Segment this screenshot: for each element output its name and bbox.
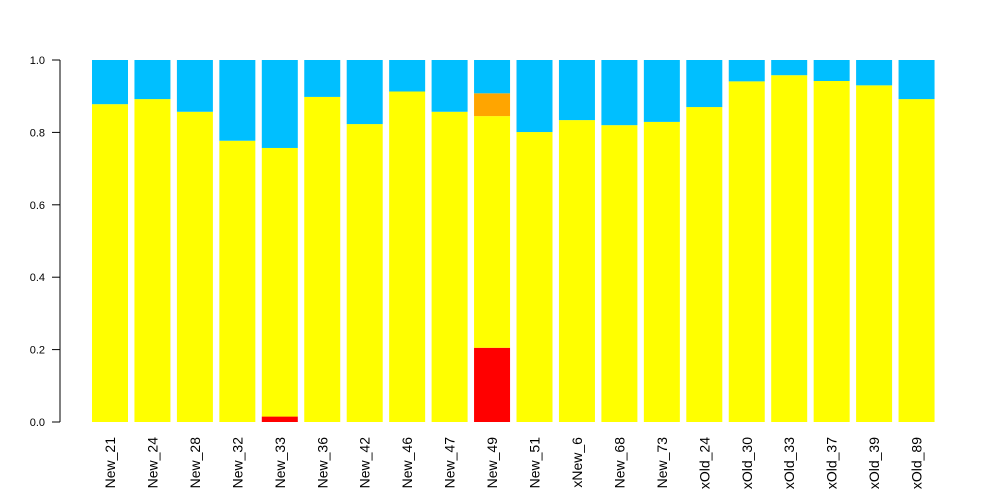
x-tick-label: New_51 xyxy=(527,437,543,489)
bar-segment xyxy=(389,60,426,92)
bar-segment xyxy=(898,99,935,422)
bar-segment xyxy=(389,91,426,422)
x-tick-label: New_73 xyxy=(654,437,670,489)
x-tick-label: New_42 xyxy=(357,437,373,489)
bar-segment xyxy=(346,124,383,422)
bar-segment xyxy=(601,60,638,126)
bar-segment xyxy=(134,60,171,100)
bar-segment xyxy=(219,140,256,422)
bar-segment xyxy=(431,111,468,423)
bar-segment xyxy=(686,60,723,108)
x-tick-label: New_47 xyxy=(442,437,458,489)
bar-segment xyxy=(728,81,765,422)
x-tick-label: xOld_37 xyxy=(824,437,840,489)
bar-segment xyxy=(771,75,808,422)
bar-segment xyxy=(558,60,595,121)
x-tick-label: New_32 xyxy=(229,437,245,489)
x-tick-label: New_28 xyxy=(187,437,203,489)
bar-segment xyxy=(261,60,298,148)
bar-segment xyxy=(431,60,468,112)
x-tick-label: xOld_39 xyxy=(866,437,882,489)
x-axis-labels: New_21 New_24 New_28 New_32 New_33 New_36 New_… xyxy=(102,437,925,489)
bar-segment xyxy=(261,416,298,422)
bar-segment xyxy=(219,60,256,141)
bar-segment xyxy=(304,96,341,422)
bar-segment xyxy=(643,60,680,122)
bar-segment xyxy=(474,93,511,117)
bar-segment xyxy=(643,121,680,422)
x-tick-label: xOld_24 xyxy=(696,437,712,489)
bar-segment xyxy=(176,111,213,423)
x-tick-label: xOld_33 xyxy=(781,437,797,489)
bar-segment xyxy=(686,107,723,422)
x-tick-label: New_49 xyxy=(484,437,500,489)
bar-segment xyxy=(261,147,298,417)
bar-segment xyxy=(771,60,808,76)
bar-segment xyxy=(134,99,171,422)
bar-segment xyxy=(474,347,511,422)
bar-segment xyxy=(92,104,128,422)
y-axis: 0.0 0.2 0.4 0.6 0.8 1.0 xyxy=(30,55,61,429)
x-tick-label: xOld_89 xyxy=(909,437,925,489)
x-tick-label: xNew_6 xyxy=(569,437,585,488)
bars xyxy=(92,60,935,423)
bar-segment xyxy=(474,116,511,348)
x-tick-label: New_68 xyxy=(611,437,627,489)
y-tick-label: 0.2 xyxy=(30,345,45,357)
bar-segment xyxy=(474,60,511,94)
x-tick-label: New_24 xyxy=(144,437,160,489)
bar-segment xyxy=(813,80,850,422)
bar-segment xyxy=(346,60,383,125)
y-tick-label: 0.8 xyxy=(30,127,45,139)
bar-segment xyxy=(728,60,765,82)
y-tick-label: 1.0 xyxy=(30,55,45,67)
bar-segment xyxy=(856,85,893,422)
bar-segment xyxy=(898,60,935,100)
x-tick-label: New_46 xyxy=(399,437,415,489)
x-tick-label: New_21 xyxy=(102,437,118,489)
bar-segment xyxy=(92,60,128,105)
x-tick-label: xOld_30 xyxy=(739,437,755,489)
x-tick-label: New_36 xyxy=(314,437,330,489)
bar-segment xyxy=(856,60,893,86)
y-tick-label: 0.0 xyxy=(30,417,45,429)
bar-segment xyxy=(176,60,213,112)
bar-segment xyxy=(516,132,553,422)
y-tick-label: 0.6 xyxy=(30,200,45,212)
bar-segment xyxy=(304,60,341,97)
y-tick-label: 0.4 xyxy=(30,272,45,284)
bar-segment xyxy=(558,120,595,422)
x-tick-label: New_33 xyxy=(272,437,288,489)
bar-segment xyxy=(516,60,553,133)
bar-segment xyxy=(813,60,850,81)
bar-segment xyxy=(601,125,638,422)
